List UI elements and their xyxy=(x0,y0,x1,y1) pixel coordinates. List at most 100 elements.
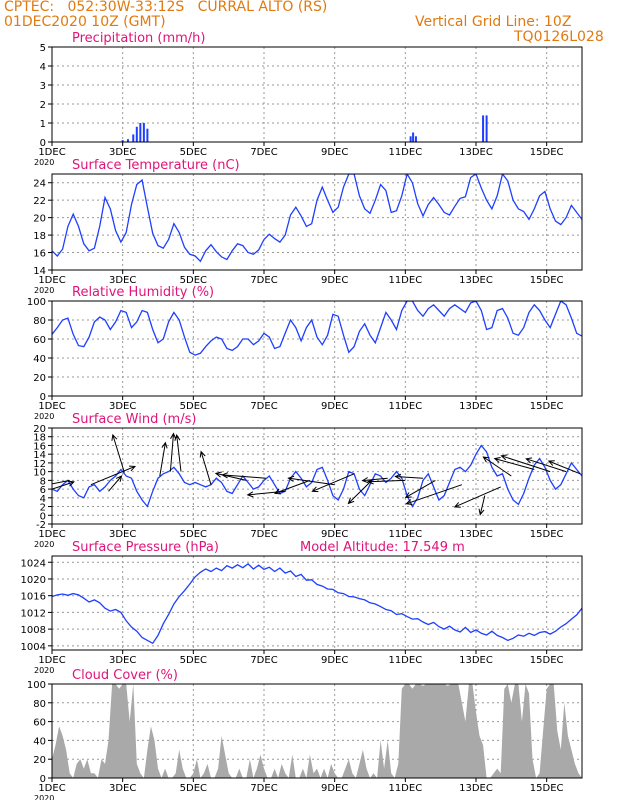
header-model-code: TQ0126L028 xyxy=(514,29,604,45)
x-tick-label: 7DEC xyxy=(250,401,277,412)
y-tick-label: 3 xyxy=(40,81,46,92)
plot-frame xyxy=(51,555,583,651)
wind-arrow xyxy=(404,479,436,498)
wind-vectors xyxy=(52,432,581,516)
y-tick-label: 5 xyxy=(40,43,46,54)
x-tick-label: 11DEC xyxy=(388,655,422,666)
x-tick-label: 7DEC xyxy=(250,783,277,794)
y-tick-label: 1 xyxy=(40,119,46,130)
series xyxy=(52,444,582,508)
y-tick-label: 1012 xyxy=(21,608,46,619)
x-tick-label: 13DEC xyxy=(459,655,493,666)
x-tick-label: 3DEC xyxy=(109,655,136,666)
plot-frame xyxy=(51,427,583,525)
wind-arrow xyxy=(108,475,123,492)
plot-frame xyxy=(51,173,583,271)
y-tick-label: 2 xyxy=(40,100,46,111)
x-tick-label: 3DEC xyxy=(109,275,136,286)
plot-frame xyxy=(51,46,583,143)
x-tick-label: 3DEC xyxy=(109,783,136,794)
y-tick-label: 0 xyxy=(40,774,46,785)
year-stub-label: 2020 xyxy=(34,540,54,549)
x-tick-label: 15DEC xyxy=(530,147,564,158)
x-tick-label: 7DEC xyxy=(250,529,277,540)
x-tick-label: 9DEC xyxy=(321,401,348,412)
y-tick-label: 20 xyxy=(33,424,46,435)
y-tick-label: 22 xyxy=(33,196,46,207)
x-tick-label: 3DEC xyxy=(109,401,136,412)
x-tick-label: 9DEC xyxy=(321,529,348,540)
x-tick-label: 1DEC xyxy=(38,783,65,794)
wind-arrow xyxy=(221,472,266,479)
series-line xyxy=(52,301,582,356)
precip-bar xyxy=(414,136,417,142)
y-tick-label: 2 xyxy=(40,503,46,514)
x-tick-label: 13DEC xyxy=(459,529,493,540)
x-tick-label: 13DEC xyxy=(459,275,493,286)
series-line xyxy=(52,563,582,645)
panel-title: Surface Temperature (nC) xyxy=(72,158,240,173)
wind-arrow xyxy=(500,454,551,473)
y-tick-label: 16 xyxy=(33,441,46,452)
y-tick-label: 80 xyxy=(33,316,46,327)
x-tick-label: 15DEC xyxy=(530,783,564,794)
x-tick-label: 11DEC xyxy=(388,783,422,794)
x-tick-label: 13DEC xyxy=(459,783,493,794)
y-tick-label: 80 xyxy=(33,699,46,710)
panel-title: Surface Pressure (hPa) xyxy=(72,540,219,555)
y-tick-label: 8 xyxy=(40,476,46,487)
x-tick-label: 15DEC xyxy=(530,401,564,412)
panel-0: 0 1 2 3 4 5 1DEC 3DEC 5DEC 7DEC 9DEC 11DEC 13DEC 15DE… xyxy=(34,31,583,167)
panel-1: 14 16 18 20 22 24 1DEC 3DEC 5DEC 7DEC 9DEC 11DEC 13D… xyxy=(33,158,583,295)
y-tick-label: 40 xyxy=(33,736,46,747)
x-tick-label: 11DEC xyxy=(388,529,422,540)
y-tick-label: 4 xyxy=(40,494,46,505)
panel-4: 1004 1008 1012 1016 1020 1024 1DEC 3DEC 5DEC 7DEC… xyxy=(21,540,583,675)
wind-arrow xyxy=(52,480,75,490)
x-tick-label: 1DEC xyxy=(38,529,65,540)
precip-bar xyxy=(409,136,412,142)
wind-arrow xyxy=(405,484,463,505)
y-tick-label: 10 xyxy=(33,468,46,479)
y-tick-label: 18 xyxy=(33,231,46,242)
x-tick-label: 7DEC xyxy=(250,275,277,286)
series xyxy=(52,301,582,356)
x-tick-label: 11DEC xyxy=(388,147,422,158)
y-tick-label: 4 xyxy=(40,62,46,73)
y-tick-label: 1020 xyxy=(21,575,46,586)
series xyxy=(121,115,488,142)
y-tick-label: 20 xyxy=(33,373,46,384)
y-tick-label: 0 xyxy=(40,138,46,149)
year-stub-label: 2020 xyxy=(34,794,54,800)
wind-arrow xyxy=(199,450,212,485)
x-tick-label: 9DEC xyxy=(321,783,348,794)
y-tick-label: 1004 xyxy=(21,642,46,653)
y-tick-label: 100 xyxy=(27,680,46,691)
plot-frame xyxy=(51,683,583,779)
panel-title: Relative Humidity (%) xyxy=(72,285,214,300)
x-tick-label: 5DEC xyxy=(180,529,207,540)
x-tick-label: 9DEC xyxy=(321,275,348,286)
x-tick-label: 1DEC xyxy=(38,147,65,158)
wind-arrow xyxy=(547,460,581,475)
wind-arrow xyxy=(394,473,424,480)
series xyxy=(52,563,582,645)
series xyxy=(52,174,582,263)
header-location: CPTEC: 052:30W-33:12S CURRAL ALTO (RS) xyxy=(4,0,328,15)
model-altitude-label: Model Altitude: 17.549 m xyxy=(300,540,465,555)
wind-arrow xyxy=(493,457,535,470)
series-line xyxy=(52,174,582,263)
x-tick-label: 13DEC xyxy=(459,401,493,412)
wind-arrow xyxy=(90,465,137,486)
y-tick-label: 0 xyxy=(40,511,46,522)
precip-bar xyxy=(135,126,138,142)
x-tick-label: 15DEC xyxy=(530,275,564,286)
precip-bar xyxy=(482,115,485,142)
x-tick-label: 1DEC xyxy=(38,275,65,286)
y-tick-label: 20 xyxy=(33,214,46,225)
y-tick-label: 16 xyxy=(33,249,46,260)
wind-arrow xyxy=(111,433,125,473)
series xyxy=(52,684,582,778)
wind-arrow xyxy=(311,473,355,493)
